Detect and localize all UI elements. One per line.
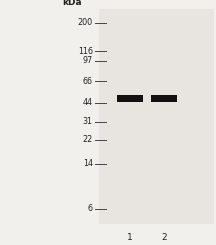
Text: kDa: kDa xyxy=(62,0,82,7)
Text: 44: 44 xyxy=(83,98,93,108)
Text: 1: 1 xyxy=(127,233,132,242)
Bar xyxy=(117,95,143,102)
Text: 200: 200 xyxy=(78,18,93,27)
Text: 31: 31 xyxy=(83,117,93,126)
Text: 2: 2 xyxy=(161,233,167,242)
Bar xyxy=(99,9,214,224)
Text: 14: 14 xyxy=(83,159,93,168)
Bar xyxy=(151,95,177,102)
Text: 97: 97 xyxy=(83,57,93,65)
Text: 116: 116 xyxy=(78,47,93,56)
Text: 22: 22 xyxy=(83,135,93,144)
Text: 6: 6 xyxy=(88,204,93,213)
Text: 66: 66 xyxy=(83,77,93,86)
